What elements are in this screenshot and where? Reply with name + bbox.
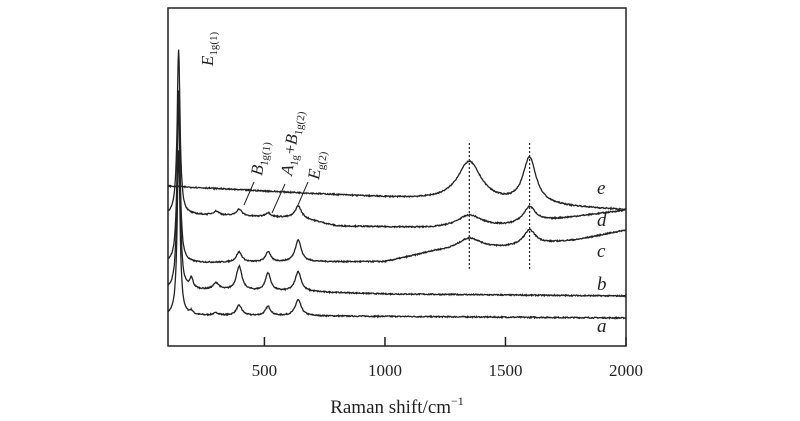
curve-label-d: d (597, 210, 607, 231)
curve-label-e: e (597, 178, 605, 199)
plot-frame (167, 7, 627, 347)
spectrum-c (168, 90, 627, 264)
annotation-a1g-b1g2: A1g+B1g(2) (277, 109, 308, 178)
annotation-b1g1: B1g(1) (247, 140, 274, 177)
reference-lines (468, 143, 531, 271)
leader-eg2 (297, 181, 309, 206)
spectrum-b (167, 100, 627, 299)
x-tick-label-1500: 1500 (488, 361, 522, 380)
spectrum-a (167, 150, 627, 320)
leader-a1g-b1g2 (271, 183, 286, 214)
x-tick-label-2000: 2000 (609, 361, 643, 380)
x-tick-label-500: 500 (252, 361, 278, 380)
spectrum-e (167, 155, 627, 211)
x-tick-label-1000: 1000 (368, 361, 402, 380)
x-axis-title-text: Raman shift/cm (330, 397, 451, 418)
x-ticks: 500 1000 1500 2000 (252, 337, 643, 380)
spectra-group (167, 49, 627, 320)
annotation-eg2: Eg(2) (304, 149, 330, 182)
x-axis-title: Raman shift/cm−1 (330, 394, 464, 418)
x-axis-title-sup: −1 (451, 394, 464, 408)
curve-label-c: c (597, 241, 606, 262)
curve-label-b: b (597, 274, 607, 295)
leader-b1g1 (243, 181, 255, 206)
spectrum-d (167, 49, 627, 229)
annotation-e1g1: E1g(1) (198, 31, 220, 67)
curve-label-a: a (597, 316, 607, 337)
